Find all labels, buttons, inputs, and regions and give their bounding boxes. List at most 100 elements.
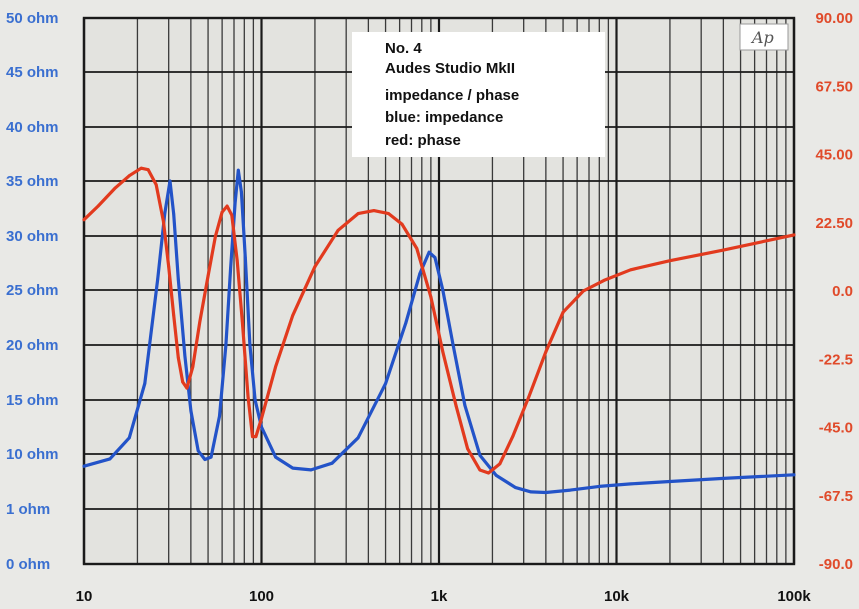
legend-line-4: blue: impedance xyxy=(385,109,503,126)
impedance-data-point xyxy=(143,382,147,385)
phase-data-point xyxy=(454,404,458,408)
phase-data-point xyxy=(172,313,176,317)
legend-line-3: impedance / phase xyxy=(385,87,519,104)
impedance-data-point xyxy=(176,277,180,281)
phase-data-point xyxy=(214,235,217,238)
phase-data-point xyxy=(251,435,254,438)
phase-data-point xyxy=(792,233,796,237)
ap-badge-text: Ap xyxy=(750,28,774,47)
right-tick-label: -67.5 xyxy=(819,488,853,505)
phase-data-point xyxy=(235,259,239,263)
left-tick-label: 20 ohm xyxy=(6,337,59,354)
phase-data-point xyxy=(254,435,258,438)
impedance-data-point xyxy=(597,485,601,488)
right-tick-label: -90.0 xyxy=(819,556,853,573)
left-tick-label: 35 ohm xyxy=(6,173,59,190)
x-tick-label: 10k xyxy=(604,588,630,605)
series-layer xyxy=(82,166,796,495)
phase-data-point xyxy=(185,386,189,390)
right-tick-label: 67.50 xyxy=(815,78,853,95)
phase-data-point xyxy=(162,219,165,223)
impedance-data-point xyxy=(248,343,252,347)
legend-line-1: No. 4 xyxy=(385,40,422,57)
phase-data-point xyxy=(722,248,725,252)
impedance-data-point xyxy=(418,272,422,276)
phase-data-point xyxy=(96,204,100,208)
grid xyxy=(82,16,796,566)
impedance-data-point xyxy=(156,277,160,281)
left-tick-label: 15 ohm xyxy=(6,392,59,409)
phase-data-point xyxy=(139,166,143,170)
phase-data-point xyxy=(466,447,469,451)
impedance-data-point xyxy=(163,212,167,216)
impedance-data-point xyxy=(203,458,207,461)
impedance-data-point xyxy=(330,461,334,465)
phase-data-point xyxy=(113,186,117,190)
right-axis: 90.00 67.50 45.00 22.50 0.0 -22.5 -45.0 -67.5 -9… xyxy=(815,10,853,573)
impedance-data-point xyxy=(82,464,86,468)
x-tick-label: 1k xyxy=(431,588,448,605)
impedance-data-point xyxy=(196,449,200,453)
right-tick-label: -22.5 xyxy=(819,351,853,368)
phase-data-point xyxy=(246,395,250,399)
impedance-data-point xyxy=(236,168,240,172)
phase-data-point xyxy=(544,350,548,354)
right-tick-label: 90.00 xyxy=(815,10,853,27)
right-tick-label: 22.50 xyxy=(815,215,853,232)
ap-badge: Ap xyxy=(739,23,789,51)
impedance-data-point xyxy=(404,321,408,325)
right-tick-label: 45.00 xyxy=(815,147,853,164)
impedance-data-point xyxy=(514,486,517,489)
phase-data-point xyxy=(561,310,565,314)
phase-data-point xyxy=(198,319,202,323)
phase-data-point xyxy=(176,356,180,360)
impedance-data-point xyxy=(168,179,172,183)
plot-frame xyxy=(82,16,796,566)
impedance-data-point xyxy=(451,343,455,347)
phase-data-point xyxy=(230,213,234,217)
phase-data-point xyxy=(629,268,632,272)
phase-data-point xyxy=(336,228,340,232)
impedance-data-point xyxy=(253,398,257,402)
impedance-data-point xyxy=(233,201,237,205)
right-tick-label: 0.0 xyxy=(832,283,853,300)
phase-data-point xyxy=(191,365,195,369)
impedance-data-point xyxy=(218,414,221,418)
x-tick-label: 100k xyxy=(777,588,811,605)
impedance-data-point xyxy=(722,477,725,480)
impedance-data-point xyxy=(224,343,228,347)
phase-data-point xyxy=(441,350,445,354)
impedance-data-point xyxy=(209,455,213,459)
impedance-data-point xyxy=(127,436,131,440)
phase-data-point xyxy=(154,183,158,187)
phase-data-point xyxy=(82,218,86,222)
impedance-data-point xyxy=(668,480,672,483)
impedance-data-point xyxy=(260,425,263,429)
impedance-series-line xyxy=(82,168,796,495)
impedance-data-point xyxy=(356,436,360,440)
phase-data-point xyxy=(387,212,390,216)
phase-data-point xyxy=(487,471,490,475)
impedance-data-point xyxy=(433,256,437,259)
left-tick-label: 50 ohm xyxy=(6,10,59,27)
impedance-data-point xyxy=(183,354,187,358)
phase-data-point xyxy=(429,295,433,299)
phase-data-point xyxy=(127,174,131,178)
impedance-data-point xyxy=(427,250,431,254)
impedance-data-point xyxy=(569,488,572,492)
phase-data-point xyxy=(291,313,295,317)
impedance-data-point xyxy=(792,473,796,477)
impedance-data-point xyxy=(384,382,387,385)
impedance-data-point xyxy=(463,404,467,407)
phase-data-point xyxy=(581,289,585,293)
impedance-data-point xyxy=(243,256,247,259)
impedance-data-point xyxy=(309,468,313,472)
impedance-data-point xyxy=(189,409,193,413)
left-tick-label: 25 ohm xyxy=(6,282,59,299)
phase-data-point xyxy=(602,279,606,282)
x-tick-label: 100 xyxy=(249,588,274,605)
phase-data-point xyxy=(415,247,419,250)
phase-data-point xyxy=(220,210,224,214)
